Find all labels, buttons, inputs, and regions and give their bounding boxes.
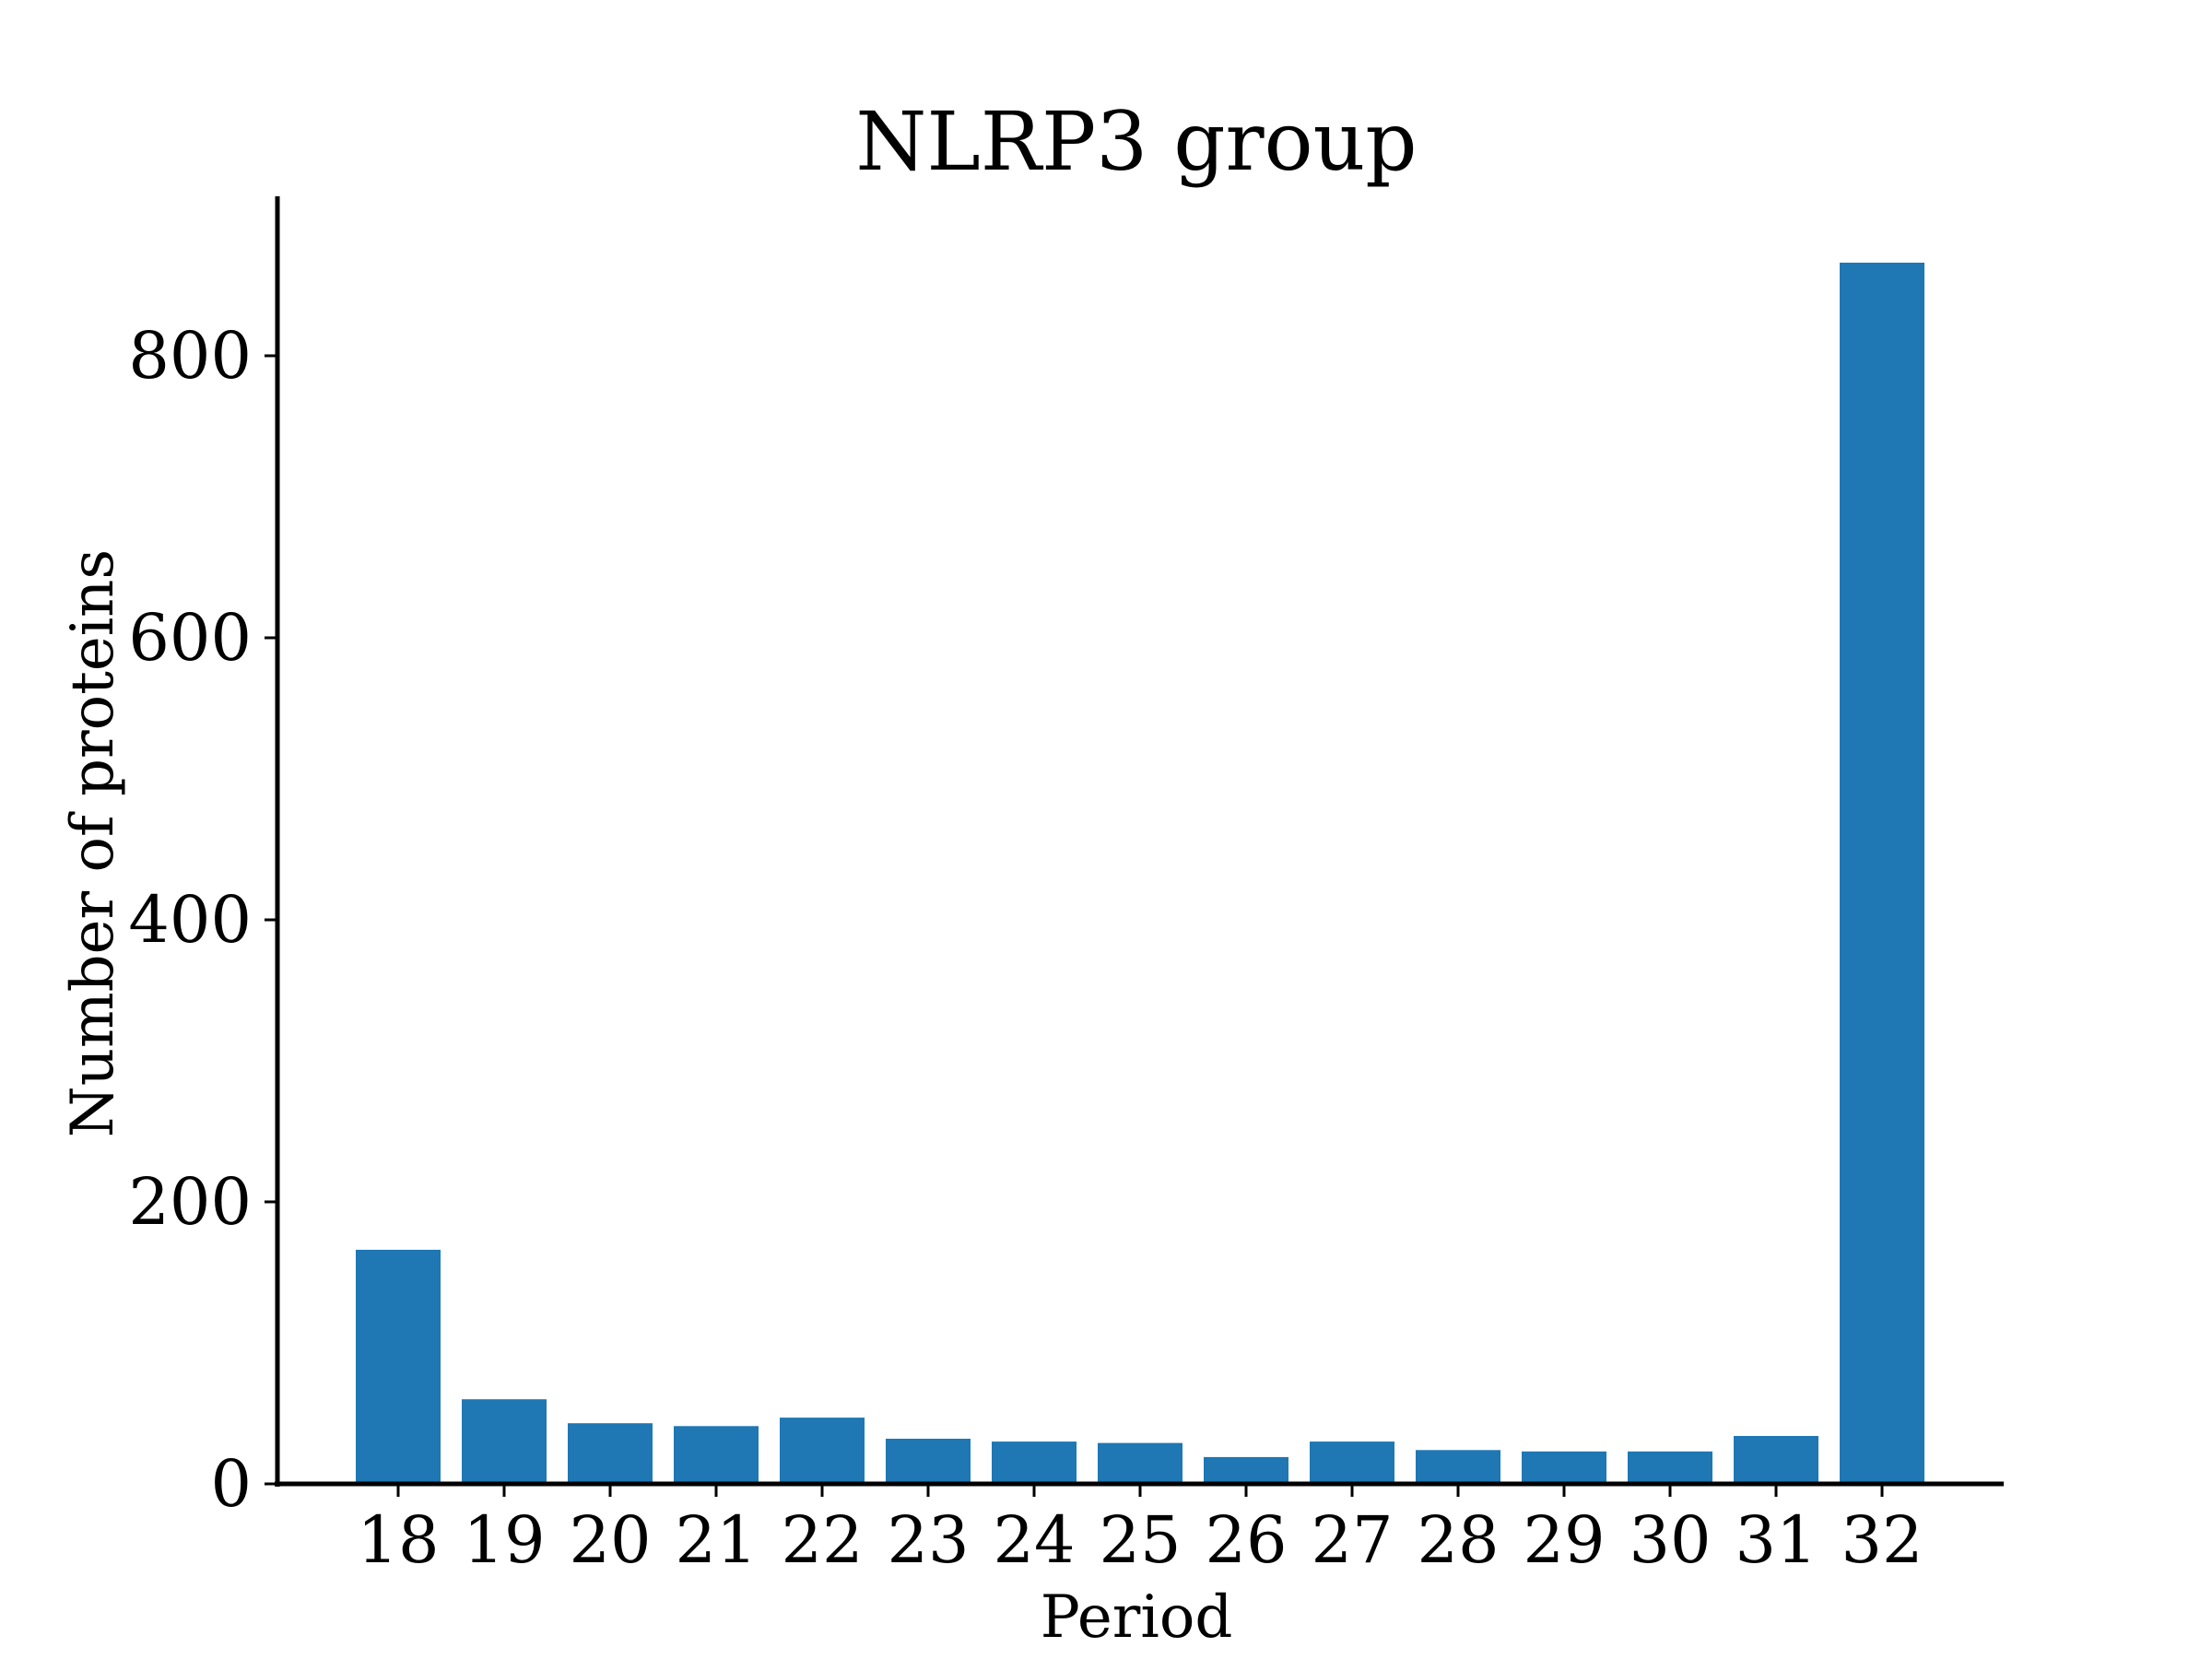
x-tick-label-18: 18	[357, 1502, 439, 1578]
y-tick-label-0: 0	[210, 1446, 252, 1522]
x-tick-label-24: 24	[993, 1502, 1075, 1578]
y-tick-label-600: 600	[128, 600, 252, 676]
bar-30	[1628, 1451, 1712, 1484]
x-tick-label-27: 27	[1311, 1502, 1393, 1578]
y-tick-label-800: 800	[128, 318, 252, 394]
bar-20	[568, 1423, 653, 1484]
y-axis-label: Number of proteins	[59, 549, 127, 1137]
bar-22	[780, 1418, 865, 1484]
bar-28	[1416, 1450, 1500, 1484]
x-tick-label-23: 23	[887, 1502, 969, 1578]
bar-21	[674, 1426, 759, 1484]
bar-24	[992, 1441, 1077, 1484]
x-tick-label-25: 25	[1099, 1502, 1181, 1578]
bar-18	[356, 1250, 441, 1484]
bar-27	[1310, 1441, 1394, 1484]
y-tick-label-200: 200	[128, 1164, 252, 1240]
bars-group	[356, 263, 1924, 1484]
bar-19	[462, 1399, 547, 1484]
x-tick-label-21: 21	[675, 1502, 757, 1578]
bar-31	[1734, 1436, 1818, 1484]
x-tick-label-20: 20	[569, 1502, 651, 1578]
x-tick-label-28: 28	[1417, 1502, 1499, 1578]
bar-23	[886, 1439, 971, 1484]
x-tick-label-29: 29	[1523, 1502, 1605, 1578]
x-axis-ticks: 18 19 20 21 22 23 24 25 26 27 28 29 30 31 32	[357, 1484, 1924, 1578]
bar-29	[1522, 1451, 1606, 1484]
y-tick-label-400: 400	[128, 882, 252, 958]
x-tick-label-19: 19	[463, 1502, 545, 1578]
bar-32	[1840, 263, 1924, 1484]
bar-26	[1204, 1456, 1288, 1484]
x-tick-label-26: 26	[1205, 1502, 1287, 1578]
x-axis-label: Period	[1041, 1583, 1233, 1652]
x-tick-label-30: 30	[1629, 1502, 1711, 1578]
chart-title: NLRP3 group	[855, 94, 1417, 189]
x-tick-label-31: 31	[1735, 1502, 1817, 1578]
bar-25	[1098, 1442, 1182, 1484]
y-axis-ticks: 0 200 400 600 800	[128, 318, 277, 1522]
x-tick-label-32: 32	[1841, 1502, 1923, 1578]
x-tick-label-22: 22	[781, 1502, 863, 1578]
